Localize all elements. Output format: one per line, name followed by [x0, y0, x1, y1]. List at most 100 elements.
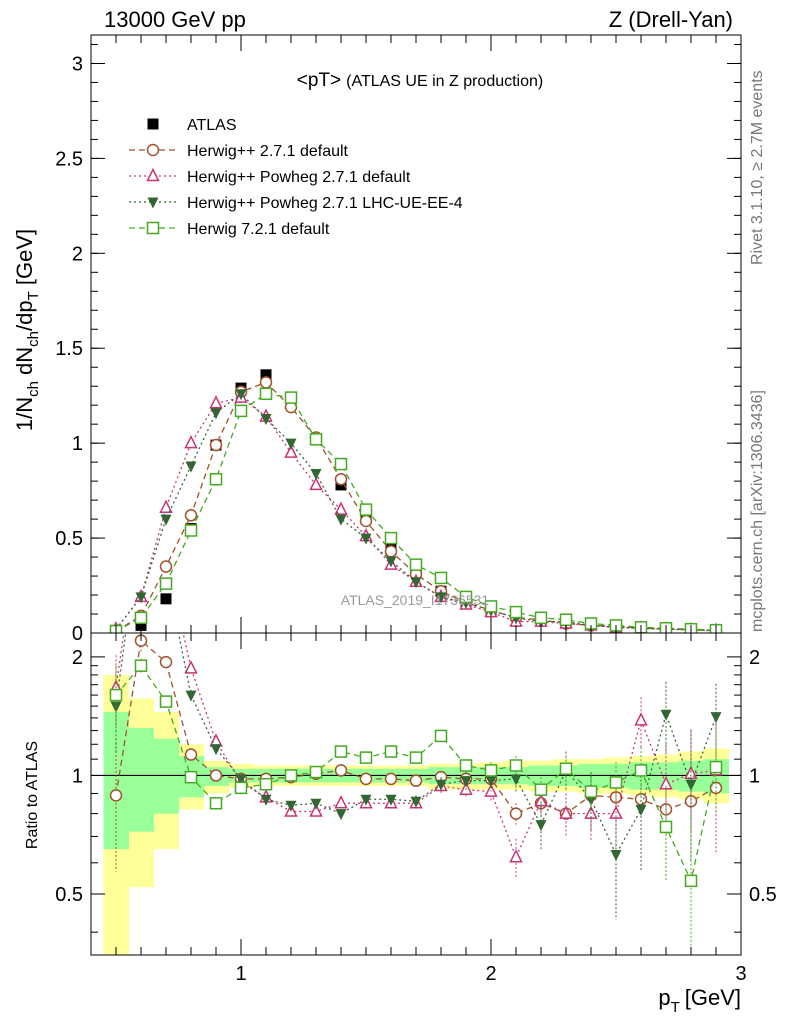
ratio-point-herwig7 — [359, 751, 373, 764]
point-herwig7 — [434, 571, 448, 585]
point-data — [160, 593, 172, 605]
legend-entry-powheg: Herwig++ Powheg 2.7.1 default — [129, 167, 411, 186]
ratio-point-herwig7 — [484, 764, 498, 777]
main-ytick-label: 1 — [72, 433, 83, 455]
ratio-point-herwig7 — [684, 874, 698, 888]
point-herwig7 — [509, 605, 523, 619]
ratio-point-herwig7 — [709, 760, 723, 774]
point-powheg_ue — [385, 556, 397, 568]
ratio-point-herwig7 — [384, 745, 398, 758]
point-powheg — [309, 476, 323, 491]
ratio-point-herwigpp — [384, 772, 398, 786]
analysis-label: ATLAS_2019_I1736531 — [341, 592, 490, 608]
point-herwig7 — [459, 590, 473, 604]
point-powheg_ue — [185, 461, 197, 473]
point-herwig7 — [384, 531, 398, 545]
xtick-label: 2 — [485, 963, 496, 985]
main-ytick-label: 2.5 — [55, 148, 83, 170]
header-left: 13000 GeV pp — [104, 7, 246, 32]
ratio-point-powheg_ue — [335, 809, 347, 821]
plot-title: <pT> (ATLAS UE in Z production) — [297, 70, 543, 91]
ratio-point-herwig7 — [284, 769, 298, 782]
mcplots-label: mcplots.cern.ch [arXiv:1306.3436] — [749, 390, 766, 632]
legend-entry-data: ATLAS — [147, 117, 237, 134]
ratio-point-powheg_ue — [385, 794, 397, 806]
ratio-point-powheg — [309, 803, 323, 817]
ratio-point-herwigpp — [359, 772, 373, 786]
point-powheg_ue — [435, 592, 447, 604]
ratio-point-powheg — [559, 805, 573, 819]
point-herwigpp — [159, 560, 173, 573]
ratio-point-herwigpp — [334, 764, 348, 777]
ratio-point-herwig7 — [134, 659, 148, 672]
ratio-point-herwigpp — [159, 655, 173, 669]
ratio-point-powheg_ue — [510, 774, 522, 786]
plot-title-sub: (ATLAS UE in Z production) — [346, 73, 543, 90]
ratio-point-herwig7 — [334, 745, 348, 758]
point-powheg_ue — [410, 577, 422, 589]
ratio-point-powheg_ue — [136, 514, 147, 525]
main-ytick-label: 3 — [72, 53, 83, 75]
rivet-label: Rivet 3.1.10, ≥ 2.7M events — [749, 70, 766, 265]
point-powheg — [159, 499, 173, 513]
ratio-point-herwig7 — [509, 759, 523, 772]
point-herwig7 — [134, 611, 148, 625]
axes: 0 0.5 1 1.5 2 2.5 3 1 2 3 0.5 0.5 1 1 2 2 — [55, 35, 777, 985]
point-herwig7 — [159, 577, 173, 590]
ratio-point-herwig7 — [109, 688, 123, 702]
point-powheg_ue — [135, 592, 147, 604]
ratio-point-herwig7 — [559, 762, 573, 775]
legend-label-powheg: Herwig++ Powheg 2.7.1 default — [187, 169, 411, 186]
ratio-point-herwig7 — [584, 785, 598, 798]
ratio-point-herwig7 — [409, 751, 423, 764]
ratio-point-powheg_ue — [210, 744, 222, 756]
header-right: Z (Drell-Yan) — [609, 7, 733, 32]
main-ylabel: 1/Nch dNch/dpT [GeV] — [12, 229, 42, 431]
ratio-point-herwig7 — [659, 820, 673, 834]
ratio-ylabel: Ratio to ATLAS — [24, 741, 41, 849]
point-powheg — [184, 434, 198, 449]
point-herwigpp — [384, 545, 398, 558]
xtick-label: 1 — [235, 963, 246, 985]
point-herwigpp — [334, 472, 348, 486]
point-herwig7 — [234, 404, 248, 418]
ratio-point-powheg_ue — [535, 820, 547, 832]
ratio-point-herwig7 — [634, 764, 648, 777]
ratio-plot-marks — [91, 514, 741, 955]
point-herwigpp — [259, 376, 273, 389]
ratio-point-powheg — [184, 660, 198, 674]
xlabel: pT [GeV] — [658, 985, 741, 1016]
point-powheg — [209, 395, 223, 409]
point-herwig7 — [559, 613, 573, 626]
ratio-point-powheg_ue — [485, 776, 497, 788]
ratio-point-powheg_ue — [710, 712, 722, 724]
ratio-point-herwig7 — [534, 783, 548, 796]
ratio-point-powheg — [634, 712, 648, 726]
point-powheg_ue — [335, 514, 347, 526]
ratio-point-powheg_ue — [460, 776, 472, 788]
band-inner-bin — [128, 727, 154, 832]
band-inner-bin — [153, 738, 179, 814]
ratio-point-powheg_ue — [610, 849, 622, 861]
point-powheg_ue — [160, 514, 172, 526]
legend-label-powheg_ue: Herwig++ Powheg 2.7.1 LHC-UE-EE-4 — [187, 195, 463, 212]
ratio-point-powheg_ue — [410, 796, 422, 808]
legend-marker-powheg_ue — [147, 197, 159, 209]
ratio-point-powheg — [659, 776, 673, 790]
ratio-point-powheg_ue — [285, 800, 297, 812]
point-herwig7 — [284, 391, 298, 404]
legend-entry-powheg_ue: Herwig++ Powheg 2.7.1 LHC-UE-EE-4 — [129, 195, 463, 212]
legend: ATLAS Herwig++ 2.7.1 default Herwig++ Powh… — [129, 117, 463, 238]
point-herwig7 — [334, 457, 348, 471]
ratio-point-powheg_ue — [260, 794, 272, 806]
main-ytick-label: 0.5 — [55, 528, 83, 550]
legend-label-herwigpp: Herwig++ 2.7.1 default — [187, 143, 349, 160]
ratio-ytick-label: 2 — [72, 647, 83, 669]
ratio-point-herwigpp — [409, 774, 423, 787]
ratio-ytick-label: 0.5 — [55, 884, 83, 906]
legend-marker-powheg — [146, 167, 160, 182]
legend-label-herwig7: Herwig 7.2.1 default — [187, 221, 330, 238]
point-powheg — [284, 444, 298, 458]
point-herwigpp — [184, 509, 198, 522]
